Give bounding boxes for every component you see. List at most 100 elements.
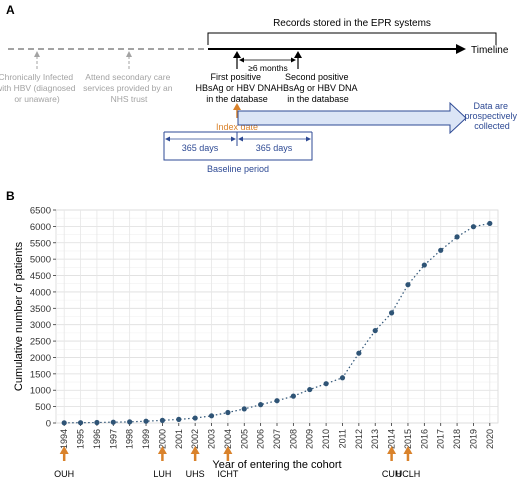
chronic-line-3: or unaware) [14,94,60,104]
first-positive-line-2: HBsAg or HBV DNA [195,83,276,93]
tick-label-x: 2015 [403,429,413,449]
prospective-line-3: collected [474,121,510,131]
x-axis-title: Year of entering the cohort [212,459,341,471]
data-point [356,350,362,356]
index-date-label: Index date [216,122,258,132]
second-positive-line-1: Second positive [285,72,349,82]
tick-label-x: 2002 [190,429,200,449]
attend-line-1: Attend secondary care [85,72,170,82]
first-positive-arrowhead [233,51,241,58]
trust-label: UHS [186,469,205,479]
data-point [388,310,395,316]
trust-arrowhead [157,446,167,454]
tick-label-x: 1996 [92,429,102,449]
second-positive-arrowhead [294,51,302,58]
prospective-line-1: Data are [473,101,508,111]
tick-label-y: 1000 [30,386,51,397]
baseline-label: Baseline period [207,164,269,174]
data-point [176,416,182,422]
timeline-label: Timeline [471,45,509,56]
data-point [421,262,427,268]
data-point [225,409,231,416]
data-point [307,386,313,393]
tick-label-x: 2019 [468,429,478,449]
data-point [77,420,84,426]
tick-label-x: 2007 [272,429,282,449]
days-after-arrowhead-right [306,136,311,142]
trust-arrowhead [387,446,397,454]
chronic-line-2: with HBV (diagnosed [0,83,76,93]
prospective-text: Data are prospectively collected [464,101,519,131]
tick-label-x: 2018 [452,429,462,449]
tick-label-y: 500 [35,402,51,413]
tick-label-x: 1998 [125,429,135,449]
tick-label-x: 1997 [108,429,118,449]
tick-label-x: 2008 [288,429,298,449]
tick-label-x: 2001 [174,429,184,449]
tick-label-y: 5000 [30,255,51,266]
tick-label-x: 2005 [239,429,249,449]
data-point [405,282,411,288]
tick-label-x: 1995 [76,429,86,449]
prospective-line-2: prospectively [464,111,517,121]
tick-label-x: 2000 [157,429,167,449]
data-point [143,418,149,424]
second-positive-text: Second positive HBsAg or HBV DNA in the … [276,72,359,104]
first-positive-line-1: First positive [210,72,261,82]
chronic-line-1: Chronically Infected [0,72,73,82]
data-point [258,402,264,408]
attend-arrowhead [126,51,132,57]
trust-label: UCLH [396,469,421,479]
attend-text: Attend secondary care services provided … [83,72,175,104]
data-point [159,417,166,423]
tick-label-y: 6500 [30,206,51,217]
tick-label-y: 2000 [30,353,51,364]
second-positive-line-2: HBsAg or HBV DNA [276,83,357,93]
panel-a-label: A [6,3,15,17]
tick-label-x: 2020 [485,429,495,449]
attend-line-2: services provided by an [83,83,173,93]
cumulative-patients-chart: 0 500 1000 1500 2000 2500 3000 3500 4000 4500 5000… [13,206,499,479]
days-after-arrowhead-left [238,136,243,142]
data-point [454,234,460,240]
days-before-label: 365 days [182,143,219,153]
tick-label-y: 3000 [30,320,51,331]
tick-label-y: 4500 [30,271,51,282]
attend-line-3: NHS trust [111,94,148,104]
records-label: Records stored in the EPR systems [273,18,431,29]
trust-label: ICHT [217,469,238,479]
data-point [290,393,296,399]
gap-arrowhead-right [291,57,296,63]
tick-label-y: 0 [46,419,51,430]
days-before-arrowhead-right [231,136,236,142]
gap-arrowhead-left [239,57,244,63]
second-positive-line-3: in the database [287,94,349,104]
chronic-text: Chronically Infected with HBV (diagnosed… [0,72,78,104]
tick-label-y: 5500 [30,238,51,249]
chronic-arrowhead [34,51,40,57]
y-axis-title: Cumulative number of patients [13,241,25,391]
days-after-label: 365 days [256,143,293,153]
trust-label: LUH [153,469,171,479]
tick-label-x: 2010 [321,429,331,449]
data-point [241,406,247,412]
data-point [192,415,198,421]
prospective-block-arrow [237,101,467,135]
first-positive-text: First positive HBsAg or HBV DNA in the d… [195,72,278,104]
trust-arrowhead [403,446,413,454]
tick-label-x: 2014 [387,429,397,449]
data-point [470,224,477,230]
tick-label-x: 2009 [305,429,315,449]
tick-label-x: 1994 [59,429,69,449]
trust-arrowhead [59,446,69,454]
data-point [94,419,100,426]
timeline-arrowhead [456,44,466,54]
gap-label: ≥6 months [248,63,288,73]
tick-label-x: 2003 [207,429,217,449]
data-point [208,413,215,419]
tick-label-x: 2004 [223,429,233,449]
tick-label-x: 2017 [436,429,446,449]
records-bracket [207,32,497,45]
data-point [487,220,493,227]
tick-label-x: 1999 [141,429,151,449]
